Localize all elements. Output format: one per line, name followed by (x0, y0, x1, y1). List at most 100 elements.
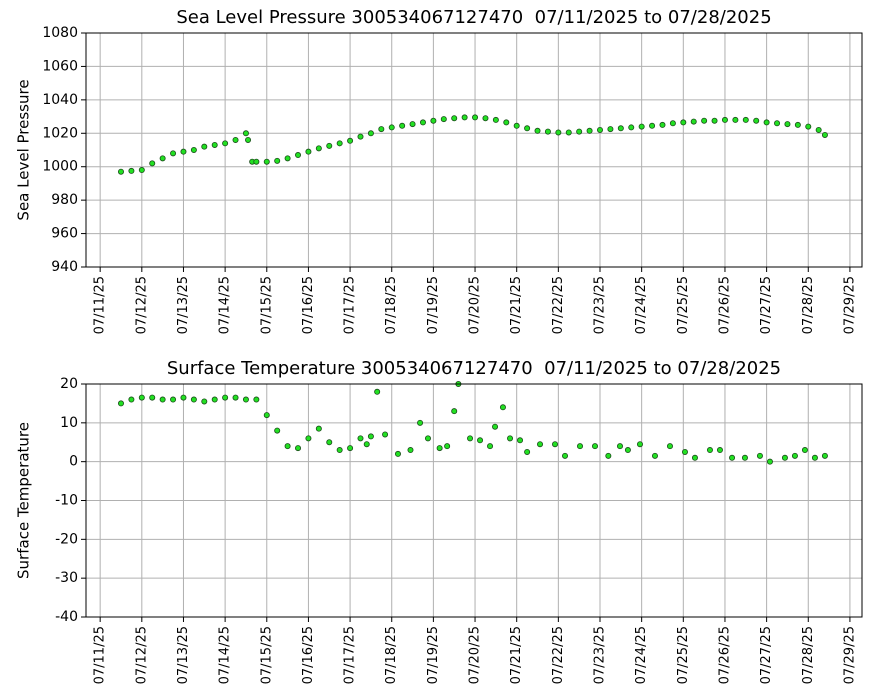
point (624, 447, 631, 454)
point (592, 443, 599, 450)
point (524, 448, 531, 455)
point (190, 146, 197, 153)
point (577, 443, 584, 450)
x-tick-label: 07/29/25 (842, 276, 857, 334)
y-tick-label: 1040 (42, 92, 78, 108)
plot-frame (85, 32, 863, 268)
point (170, 396, 177, 403)
point (263, 412, 270, 419)
point (444, 443, 451, 450)
point (305, 148, 312, 155)
point (407, 447, 414, 454)
point (211, 396, 218, 403)
y-tick-label: -30 (55, 570, 78, 586)
point (534, 127, 541, 134)
y-axis-label: Sea Level Pressure (15, 79, 33, 220)
y-tick-label: 940 (51, 259, 78, 275)
point (382, 431, 389, 438)
point (190, 396, 197, 403)
x-tick-label: 07/11/25 (93, 626, 108, 684)
point (821, 452, 828, 459)
point (274, 427, 281, 434)
point (801, 447, 808, 454)
point (651, 452, 658, 459)
point (477, 437, 484, 444)
point (711, 117, 718, 124)
point (253, 158, 260, 165)
point (461, 114, 468, 121)
point (180, 394, 187, 401)
point (245, 136, 252, 143)
x-tick-label: 07/14/25 (218, 626, 233, 684)
point (617, 125, 624, 132)
x-tick-label: 07/24/25 (634, 276, 649, 334)
point (729, 454, 736, 461)
plot-frame (85, 383, 863, 618)
point (763, 119, 770, 126)
point (524, 125, 531, 132)
x-tick-label: 07/18/25 (384, 626, 399, 684)
point (424, 435, 431, 442)
y-tick-label: 1080 (42, 25, 78, 41)
x-tick-label: 07/17/25 (343, 276, 358, 334)
point (607, 126, 614, 133)
point (159, 155, 166, 162)
x-tick-label: 07/29/25 (842, 626, 857, 684)
point (555, 129, 562, 136)
point (326, 439, 333, 446)
y-tick-label: 1020 (42, 125, 78, 141)
point (201, 143, 208, 150)
point (492, 116, 499, 123)
point (253, 396, 260, 403)
point (472, 114, 479, 121)
point (128, 396, 135, 403)
y-tick-label: 1060 (42, 58, 78, 74)
x-tick-label: 07/13/25 (176, 276, 191, 334)
point (616, 443, 623, 450)
point (242, 396, 249, 403)
point (357, 133, 364, 140)
point (681, 448, 688, 455)
point (691, 454, 698, 461)
point (499, 404, 506, 411)
point (284, 443, 291, 450)
point (149, 394, 156, 401)
point (517, 437, 524, 444)
point (128, 167, 135, 174)
point (680, 119, 687, 126)
point (666, 443, 673, 450)
chart-title: Sea Level Pressure 300534067127470 07/11… (176, 7, 771, 28)
point (605, 452, 612, 459)
point (811, 454, 818, 461)
x-tick-label: 07/22/25 (551, 276, 566, 334)
point (659, 121, 666, 128)
point (669, 120, 676, 127)
point (326, 142, 333, 149)
point (347, 137, 354, 144)
y-tick-label: 0 (69, 454, 78, 470)
point (388, 124, 395, 131)
point (815, 126, 822, 133)
point (305, 435, 312, 442)
point (201, 398, 208, 405)
x-tick-label: 07/24/25 (634, 626, 649, 684)
x-tick-label: 07/17/25 (343, 626, 358, 684)
point (741, 454, 748, 461)
point (315, 145, 322, 152)
y-tick-label: -40 (55, 609, 78, 625)
point (378, 126, 385, 133)
x-tick-label: 07/22/25 (551, 626, 566, 684)
point (742, 116, 749, 123)
point (274, 157, 281, 164)
subplot: 07/11/25 07/12/25 07/13/25 07/14/25 07/15/25… (15, 358, 863, 684)
point (295, 152, 302, 159)
y-tick-label: 960 (51, 226, 78, 242)
y-tick-label: 20 (60, 376, 78, 392)
point (721, 116, 728, 123)
point (336, 447, 343, 454)
point (753, 117, 760, 124)
point (690, 118, 697, 125)
point (492, 423, 499, 430)
point (628, 124, 635, 131)
point (284, 155, 291, 162)
